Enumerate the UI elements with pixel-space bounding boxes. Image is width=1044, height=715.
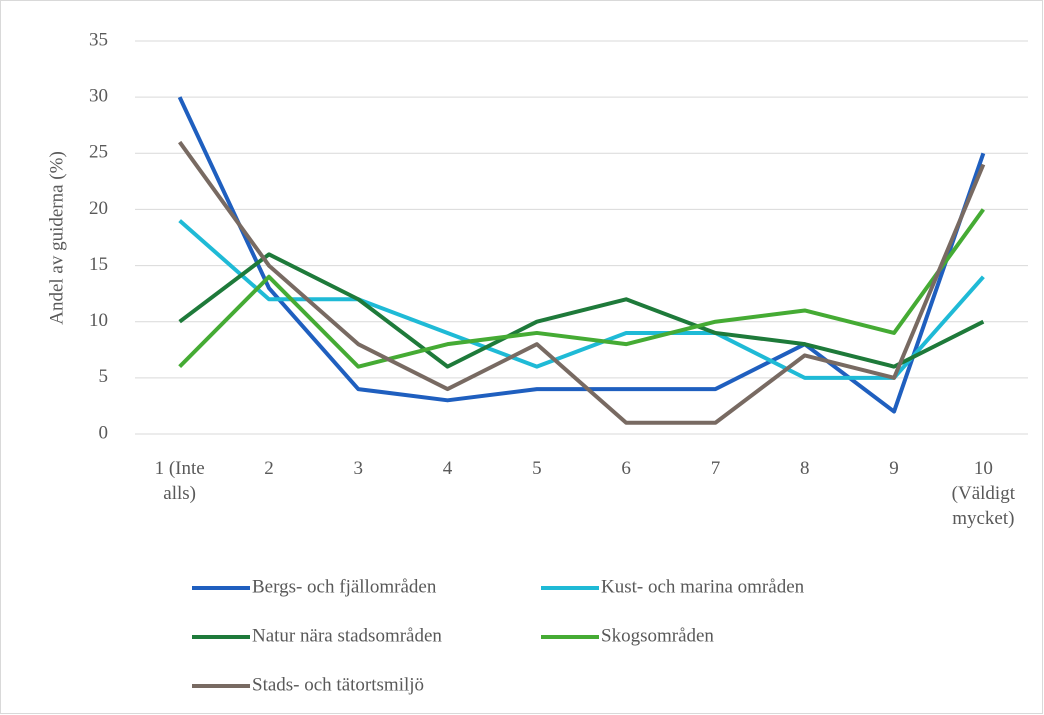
x-tick-label: 2 — [264, 458, 274, 479]
x-tick-label: 7 — [710, 458, 721, 479]
x-tick-label: 9 — [889, 458, 899, 479]
x-tick-label: 5 — [532, 458, 542, 479]
y-tick-label: 15 — [89, 254, 108, 275]
x-tick-label: 1 (Inte alls) — [154, 458, 205, 504]
y-tick-label: 20 — [89, 198, 108, 219]
line-series — [178, 219, 985, 380]
y-axis-title: Andel av guiderna (%) — [46, 151, 67, 325]
line-series — [177, 96, 986, 414]
line-series — [178, 252, 985, 369]
y-tick-label: 10 — [89, 310, 108, 331]
y-tick-label: 30 — [89, 86, 108, 107]
x-tick-label: 6 — [621, 458, 631, 479]
y-tick-label: 25 — [89, 142, 108, 163]
x-tick-label: 10 (Väldigt mycket) — [951, 458, 1015, 529]
x-tick-label: 8 — [800, 458, 810, 479]
legend-label: Natur nära stadsområden — [252, 625, 442, 646]
legend-label: Stads- och tätortsmiljö — [252, 674, 424, 695]
y-tick-label: 0 — [99, 422, 109, 443]
line-series — [178, 208, 985, 369]
y-tick-label: 5 — [99, 366, 109, 387]
y-tick-label: 35 — [89, 29, 108, 50]
x-tick-label: 3 — [353, 458, 364, 479]
legend-label: Kust- och marina områden — [601, 576, 805, 597]
legend-label: Bergs- och fjällområden — [252, 576, 437, 597]
line-series — [178, 140, 986, 425]
x-tick-label: 4 — [442, 458, 453, 479]
legend-label: Skogsområden — [601, 625, 714, 646]
